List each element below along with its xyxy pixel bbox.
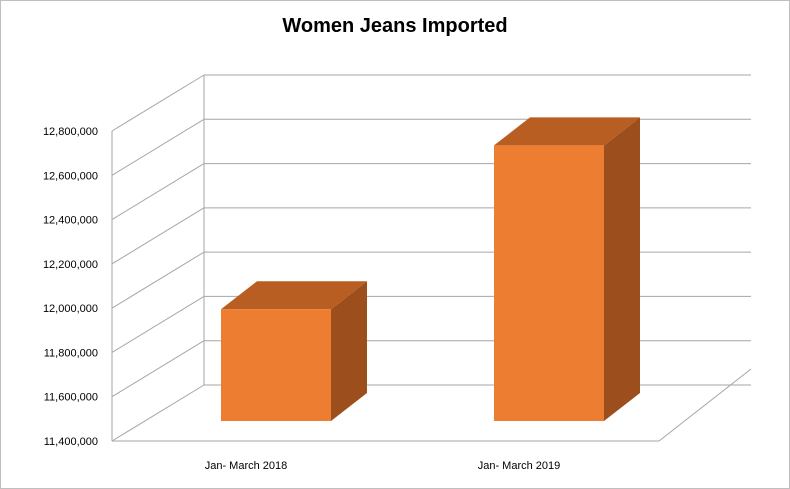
x-tick-label: Jan- March 2019 — [478, 460, 561, 472]
floor — [112, 385, 751, 441]
y-tick-label: 12,600,000 — [43, 170, 98, 182]
bar-top-0 — [221, 281, 367, 310]
y-tick-label: 12,000,000 — [43, 303, 98, 315]
gridline-side-0 — [111, 384, 205, 442]
gridline-side-7 — [111, 74, 205, 132]
y-tick-label: 12,400,000 — [43, 215, 98, 227]
x-tick-label: Jan- March 2018 — [205, 460, 288, 472]
floor-right-edge — [658, 368, 752, 442]
y-tick-label: 11,600,000 — [44, 392, 98, 404]
bar-1 — [494, 145, 604, 421]
y-tick-label: 12,200,000 — [43, 259, 98, 271]
bar-0 — [221, 309, 331, 421]
gridline-side-1 — [111, 340, 205, 398]
y-tick-label: 11,800,000 — [44, 347, 98, 359]
bar-side-1 — [604, 117, 640, 422]
gridline-side-4 — [111, 207, 205, 265]
bar-top-1 — [494, 117, 640, 146]
chart-title: Women Jeans Imported — [282, 15, 508, 37]
bar-side-0 — [331, 281, 367, 421]
y-tick-label: 11,400,000 — [44, 436, 98, 448]
gridline-side-5 — [111, 163, 205, 220]
gridline-side-2 — [111, 296, 205, 353]
gridline-side-3 — [111, 251, 205, 309]
gridline-side-6 — [111, 118, 205, 176]
y-tick-label: 12,800,000 — [43, 126, 98, 138]
